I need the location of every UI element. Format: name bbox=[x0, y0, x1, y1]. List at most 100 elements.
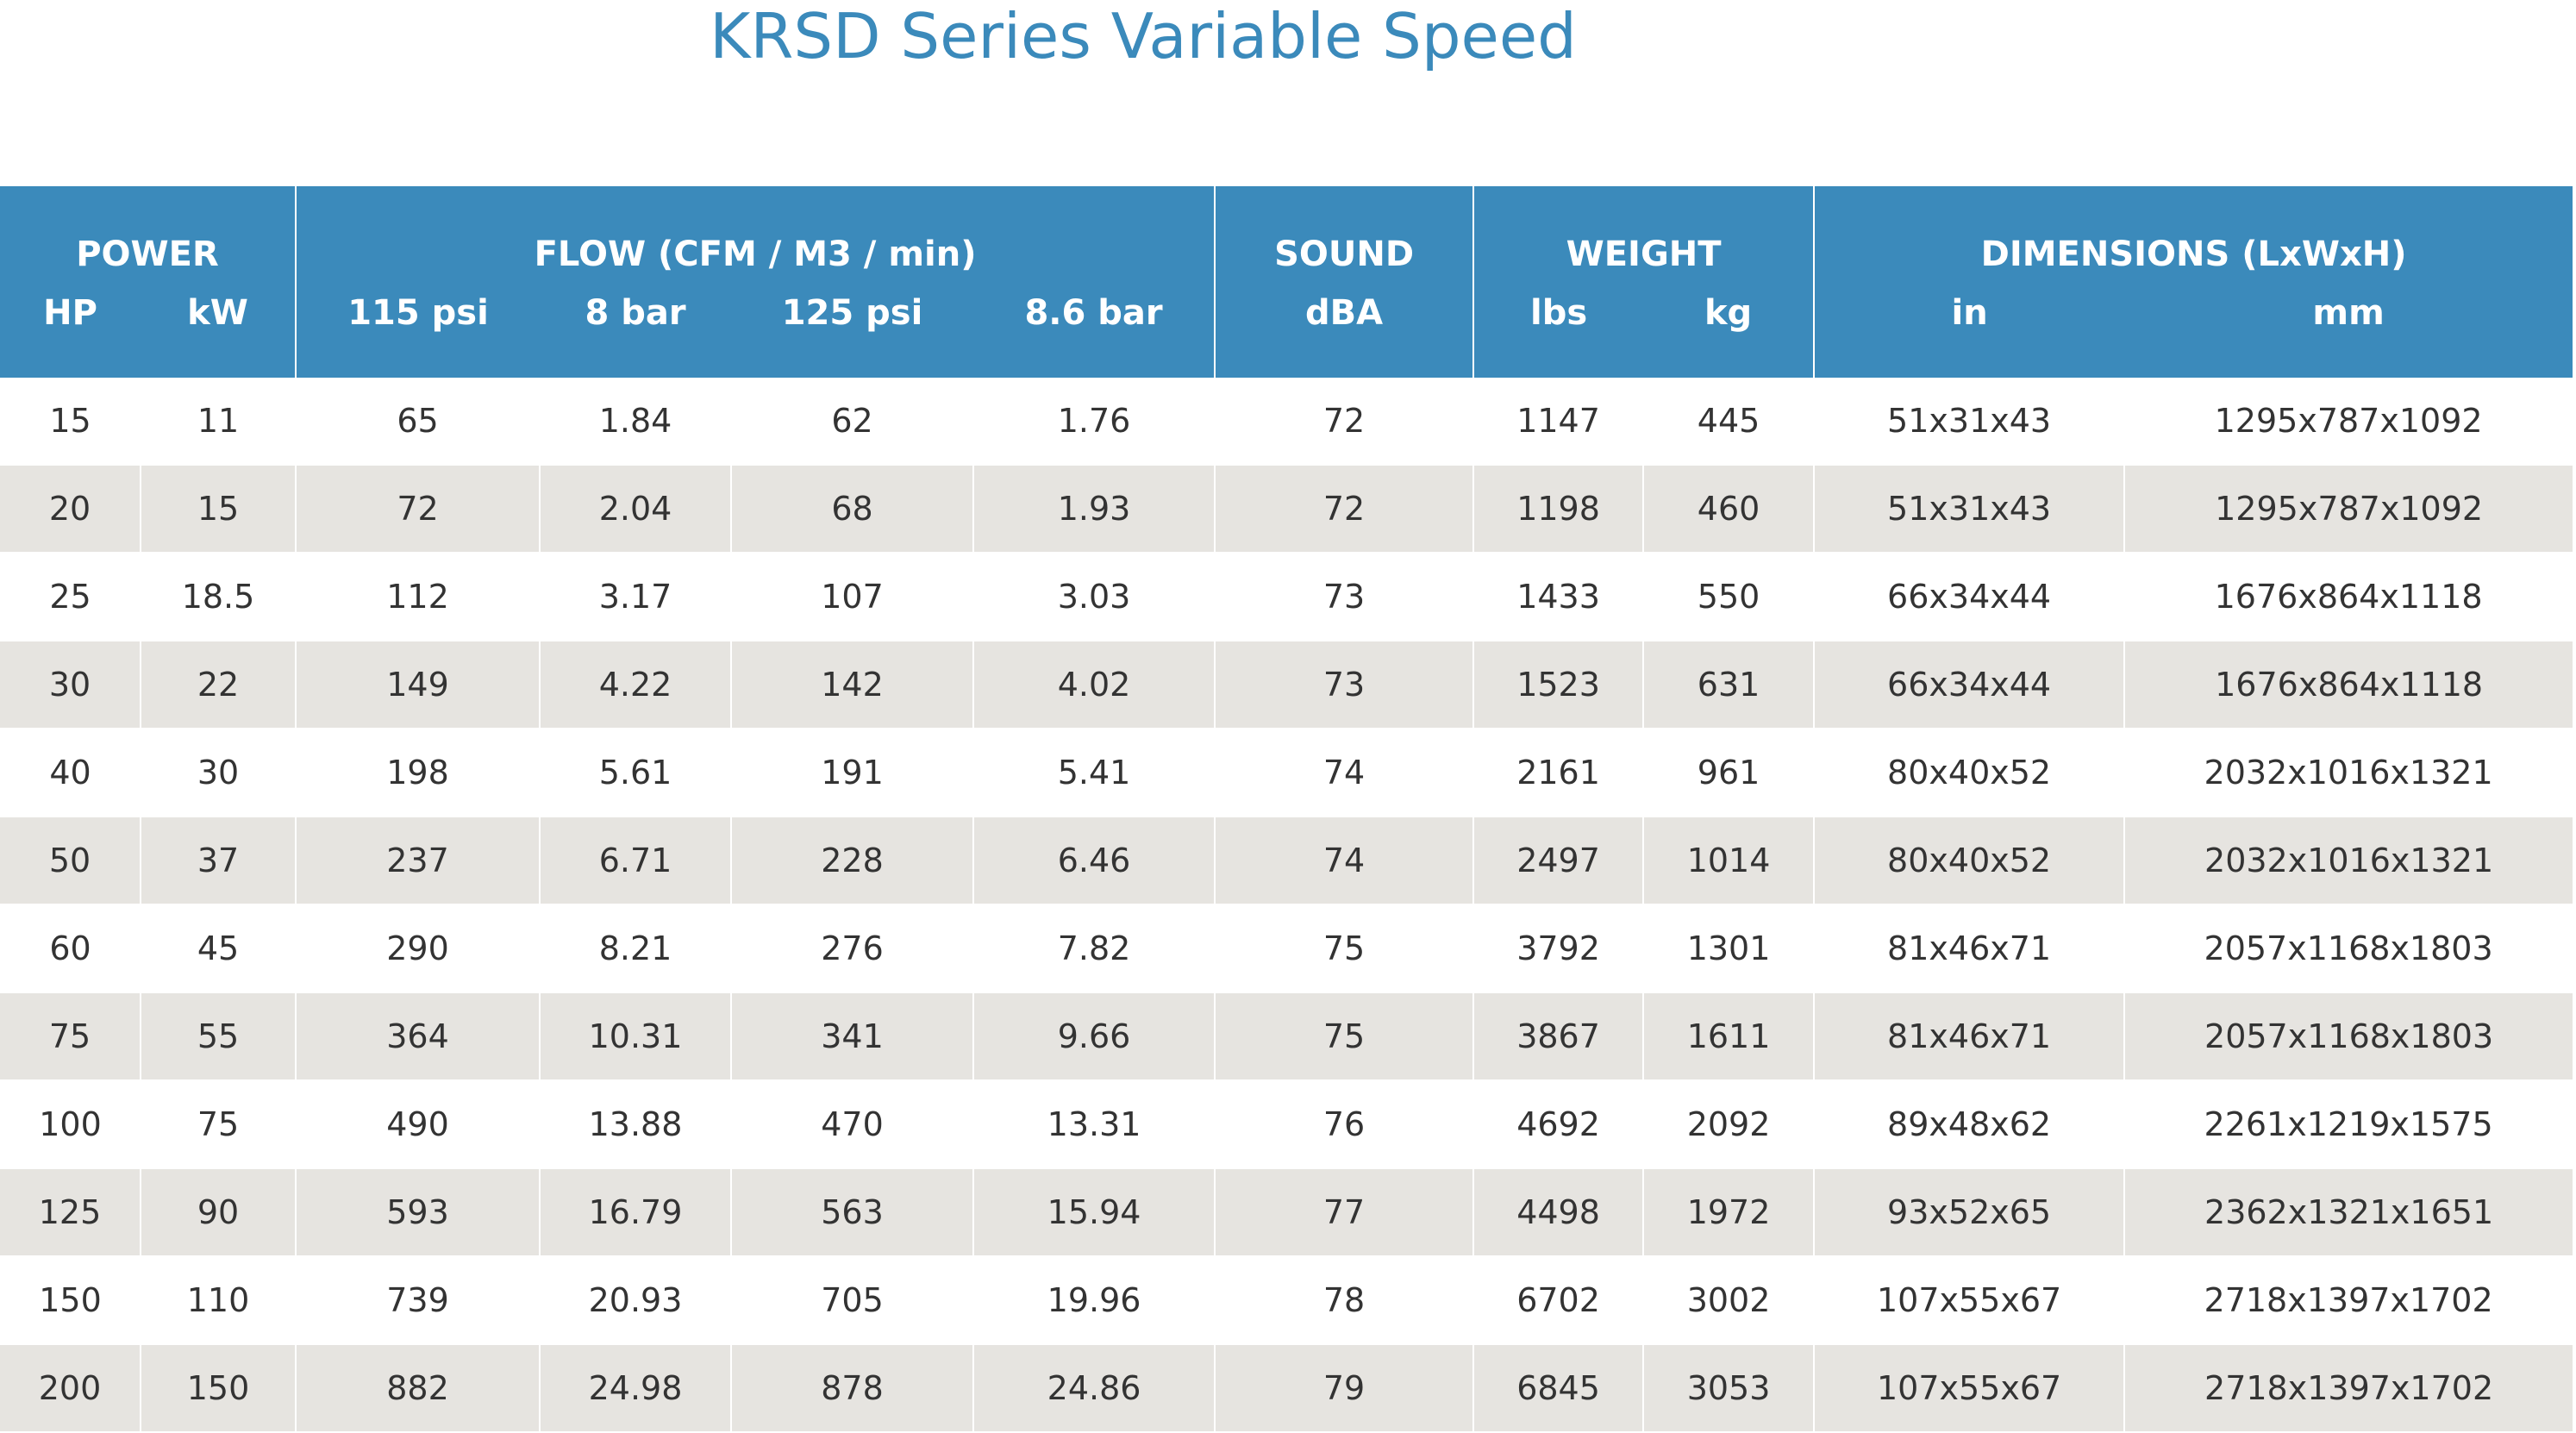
table-cell: 1.76 bbox=[973, 378, 1216, 466]
table-cell: 1198 bbox=[1472, 465, 1644, 554]
table-row: 15 11 65 1.84 62 1.76 72 1147 445 51x31x43 1295x78… bbox=[0, 378, 2573, 466]
table-cell: 81x46x71 bbox=[1813, 992, 2125, 1081]
table-cell: 20.93 bbox=[540, 1256, 732, 1345]
unit-dba: dBA bbox=[1214, 283, 1474, 378]
unit-115-psi: 115 psi bbox=[295, 283, 541, 378]
table-cell: 563 bbox=[730, 1168, 974, 1257]
table-cell: 3867 bbox=[1472, 992, 1644, 1081]
table-cell: 2.04 bbox=[539, 465, 732, 554]
table-cell: 4692 bbox=[1473, 1080, 1644, 1169]
table-cell: 705 bbox=[731, 1256, 974, 1345]
table-cell: 75 bbox=[0, 992, 141, 1081]
table-cell: 3053 bbox=[1642, 1344, 1815, 1433]
table-cell: 75 bbox=[1215, 904, 1474, 993]
table-cell: 1147 bbox=[1473, 378, 1644, 466]
table-cell: 5.61 bbox=[540, 729, 732, 817]
table-cell: 150 bbox=[0, 1256, 141, 1345]
table-body: 15 11 65 1.84 62 1.76 72 1147 445 51x31x43 1295x78… bbox=[0, 378, 2573, 1433]
table-cell: 3.03 bbox=[973, 553, 1216, 641]
table-cell: 149 bbox=[295, 641, 541, 729]
table-cell: 237 bbox=[295, 817, 541, 905]
table-cell: 550 bbox=[1643, 553, 1815, 641]
table-cell: 79 bbox=[1214, 1344, 1474, 1433]
table-cell: 20 bbox=[0, 465, 141, 554]
table-cell: 78 bbox=[1215, 1256, 1474, 1345]
table-cell: 470 bbox=[731, 1080, 974, 1169]
table-row: 150 110 739 20.93 705 19.96 78 6702 3002 107x55x6… bbox=[0, 1256, 2573, 1345]
table-cell: 1.93 bbox=[972, 465, 1216, 554]
table-cell: 290 bbox=[296, 904, 541, 993]
table-cell: 4498 bbox=[1472, 1168, 1644, 1257]
table-cell: 2057x1168x1803 bbox=[2124, 904, 2573, 993]
table-cell: 6.71 bbox=[539, 817, 732, 905]
table-cell: 4.02 bbox=[972, 641, 1216, 729]
header-sound: SOUND bbox=[1214, 186, 1474, 283]
unit-mm: mm bbox=[2124, 283, 2573, 378]
table-cell: 228 bbox=[730, 817, 974, 905]
table-cell: 62 bbox=[731, 378, 974, 466]
table-cell: 16.79 bbox=[539, 1168, 732, 1257]
table-cell: 2718x1397x1702 bbox=[2124, 1256, 2573, 1345]
table-cell: 107x55x67 bbox=[1814, 1256, 2125, 1345]
table-cell: 55 bbox=[139, 992, 297, 1081]
table-cell: 460 bbox=[1642, 465, 1815, 554]
table-cell: 200 bbox=[0, 1344, 141, 1433]
table-cell: 6702 bbox=[1473, 1256, 1644, 1345]
table-row: 60 45 290 8.21 276 7.82 75 3792 1301 81x46x71 2057… bbox=[0, 904, 2573, 993]
table-cell: 100 bbox=[0, 1080, 141, 1169]
table-cell: 2497 bbox=[1472, 817, 1644, 905]
table-row: 25 18.5 112 3.17 107 3.03 73 1433 550 66x34x44 167… bbox=[0, 553, 2573, 641]
table-cell: 50 bbox=[0, 817, 141, 905]
table-cell: 51x31x43 bbox=[1814, 378, 2125, 466]
table-cell: 341 bbox=[730, 992, 974, 1081]
table-cell: 198 bbox=[296, 729, 541, 817]
table-cell: 18.5 bbox=[141, 553, 297, 641]
table-cell: 961 bbox=[1643, 729, 1815, 817]
table-cell: 13.88 bbox=[540, 1080, 732, 1169]
table-cell: 445 bbox=[1643, 378, 1815, 466]
table-cell: 74 bbox=[1214, 817, 1474, 905]
table-cell: 72 bbox=[1214, 465, 1474, 554]
page-title: KRSD Series Variable Speed bbox=[710, 0, 1577, 72]
table-cell: 68 bbox=[730, 465, 974, 554]
table-cell: 631 bbox=[1642, 641, 1815, 729]
table-cell: 77 bbox=[1214, 1168, 1474, 1257]
table-cell: 51x31x43 bbox=[1813, 465, 2125, 554]
table-cell: 25 bbox=[0, 553, 141, 641]
table-cell: 9.66 bbox=[972, 992, 1216, 1081]
unit-8-bar: 8 bar bbox=[540, 283, 732, 378]
table-cell: 3002 bbox=[1643, 1256, 1815, 1345]
table-cell: 1295x787x1092 bbox=[2124, 378, 2573, 466]
table-cell: 30 bbox=[141, 729, 297, 817]
table-cell: 1433 bbox=[1473, 553, 1644, 641]
table-cell: 2261x1219x1575 bbox=[2124, 1080, 2573, 1169]
table-cell: 5.41 bbox=[973, 729, 1216, 817]
table-cell: 3.17 bbox=[540, 553, 732, 641]
table-cell: 191 bbox=[731, 729, 974, 817]
table-cell: 2032x1016x1321 bbox=[2124, 729, 2573, 817]
table-cell: 15.94 bbox=[972, 1168, 1216, 1257]
table-cell: 72 bbox=[1215, 378, 1474, 466]
table-cell: 75 bbox=[1214, 992, 1474, 1081]
unit-kw: kW bbox=[141, 283, 297, 378]
table-cell: 1014 bbox=[1642, 817, 1815, 905]
header-flow: FLOW (CFM / M3 / min) bbox=[295, 186, 1216, 283]
table-cell: 1676x864x1118 bbox=[2123, 641, 2573, 729]
table-cell: 2161 bbox=[1473, 729, 1644, 817]
table-row: 30 22 149 4.22 142 4.02 73 1523 631 66x34x44 1676x… bbox=[0, 641, 2573, 729]
table-cell: 89x48x62 bbox=[1814, 1080, 2125, 1169]
table-cell: 37 bbox=[139, 817, 297, 905]
table-row: 40 30 198 5.61 191 5.41 74 2161 961 80x40x52 2032x… bbox=[0, 729, 2573, 817]
table-cell: 19.96 bbox=[973, 1256, 1216, 1345]
table-cell: 364 bbox=[295, 992, 541, 1081]
table-cell: 1523 bbox=[1472, 641, 1644, 729]
header-unit-row: HP kW 115 psi 8 bar 125 psi 8.6 bar dBA … bbox=[0, 283, 2573, 378]
table-cell: 45 bbox=[141, 904, 297, 993]
table-row: 20 15 72 2.04 68 1.93 72 1198 460 51x31x43 1295x78… bbox=[0, 465, 2573, 554]
table-cell: 1611 bbox=[1642, 992, 1815, 1081]
table-cell: 30 bbox=[0, 641, 141, 729]
table-row: 50 37 237 6.71 228 6.46 74 2497 1014 80x40x52 2032… bbox=[0, 817, 2573, 905]
header-group-row: POWER FLOW (CFM / M3 / min) SOUND WEIGHT… bbox=[0, 186, 2573, 283]
table-cell: 882 bbox=[295, 1344, 541, 1433]
table-cell: 2057x1168x1803 bbox=[2123, 992, 2573, 1081]
